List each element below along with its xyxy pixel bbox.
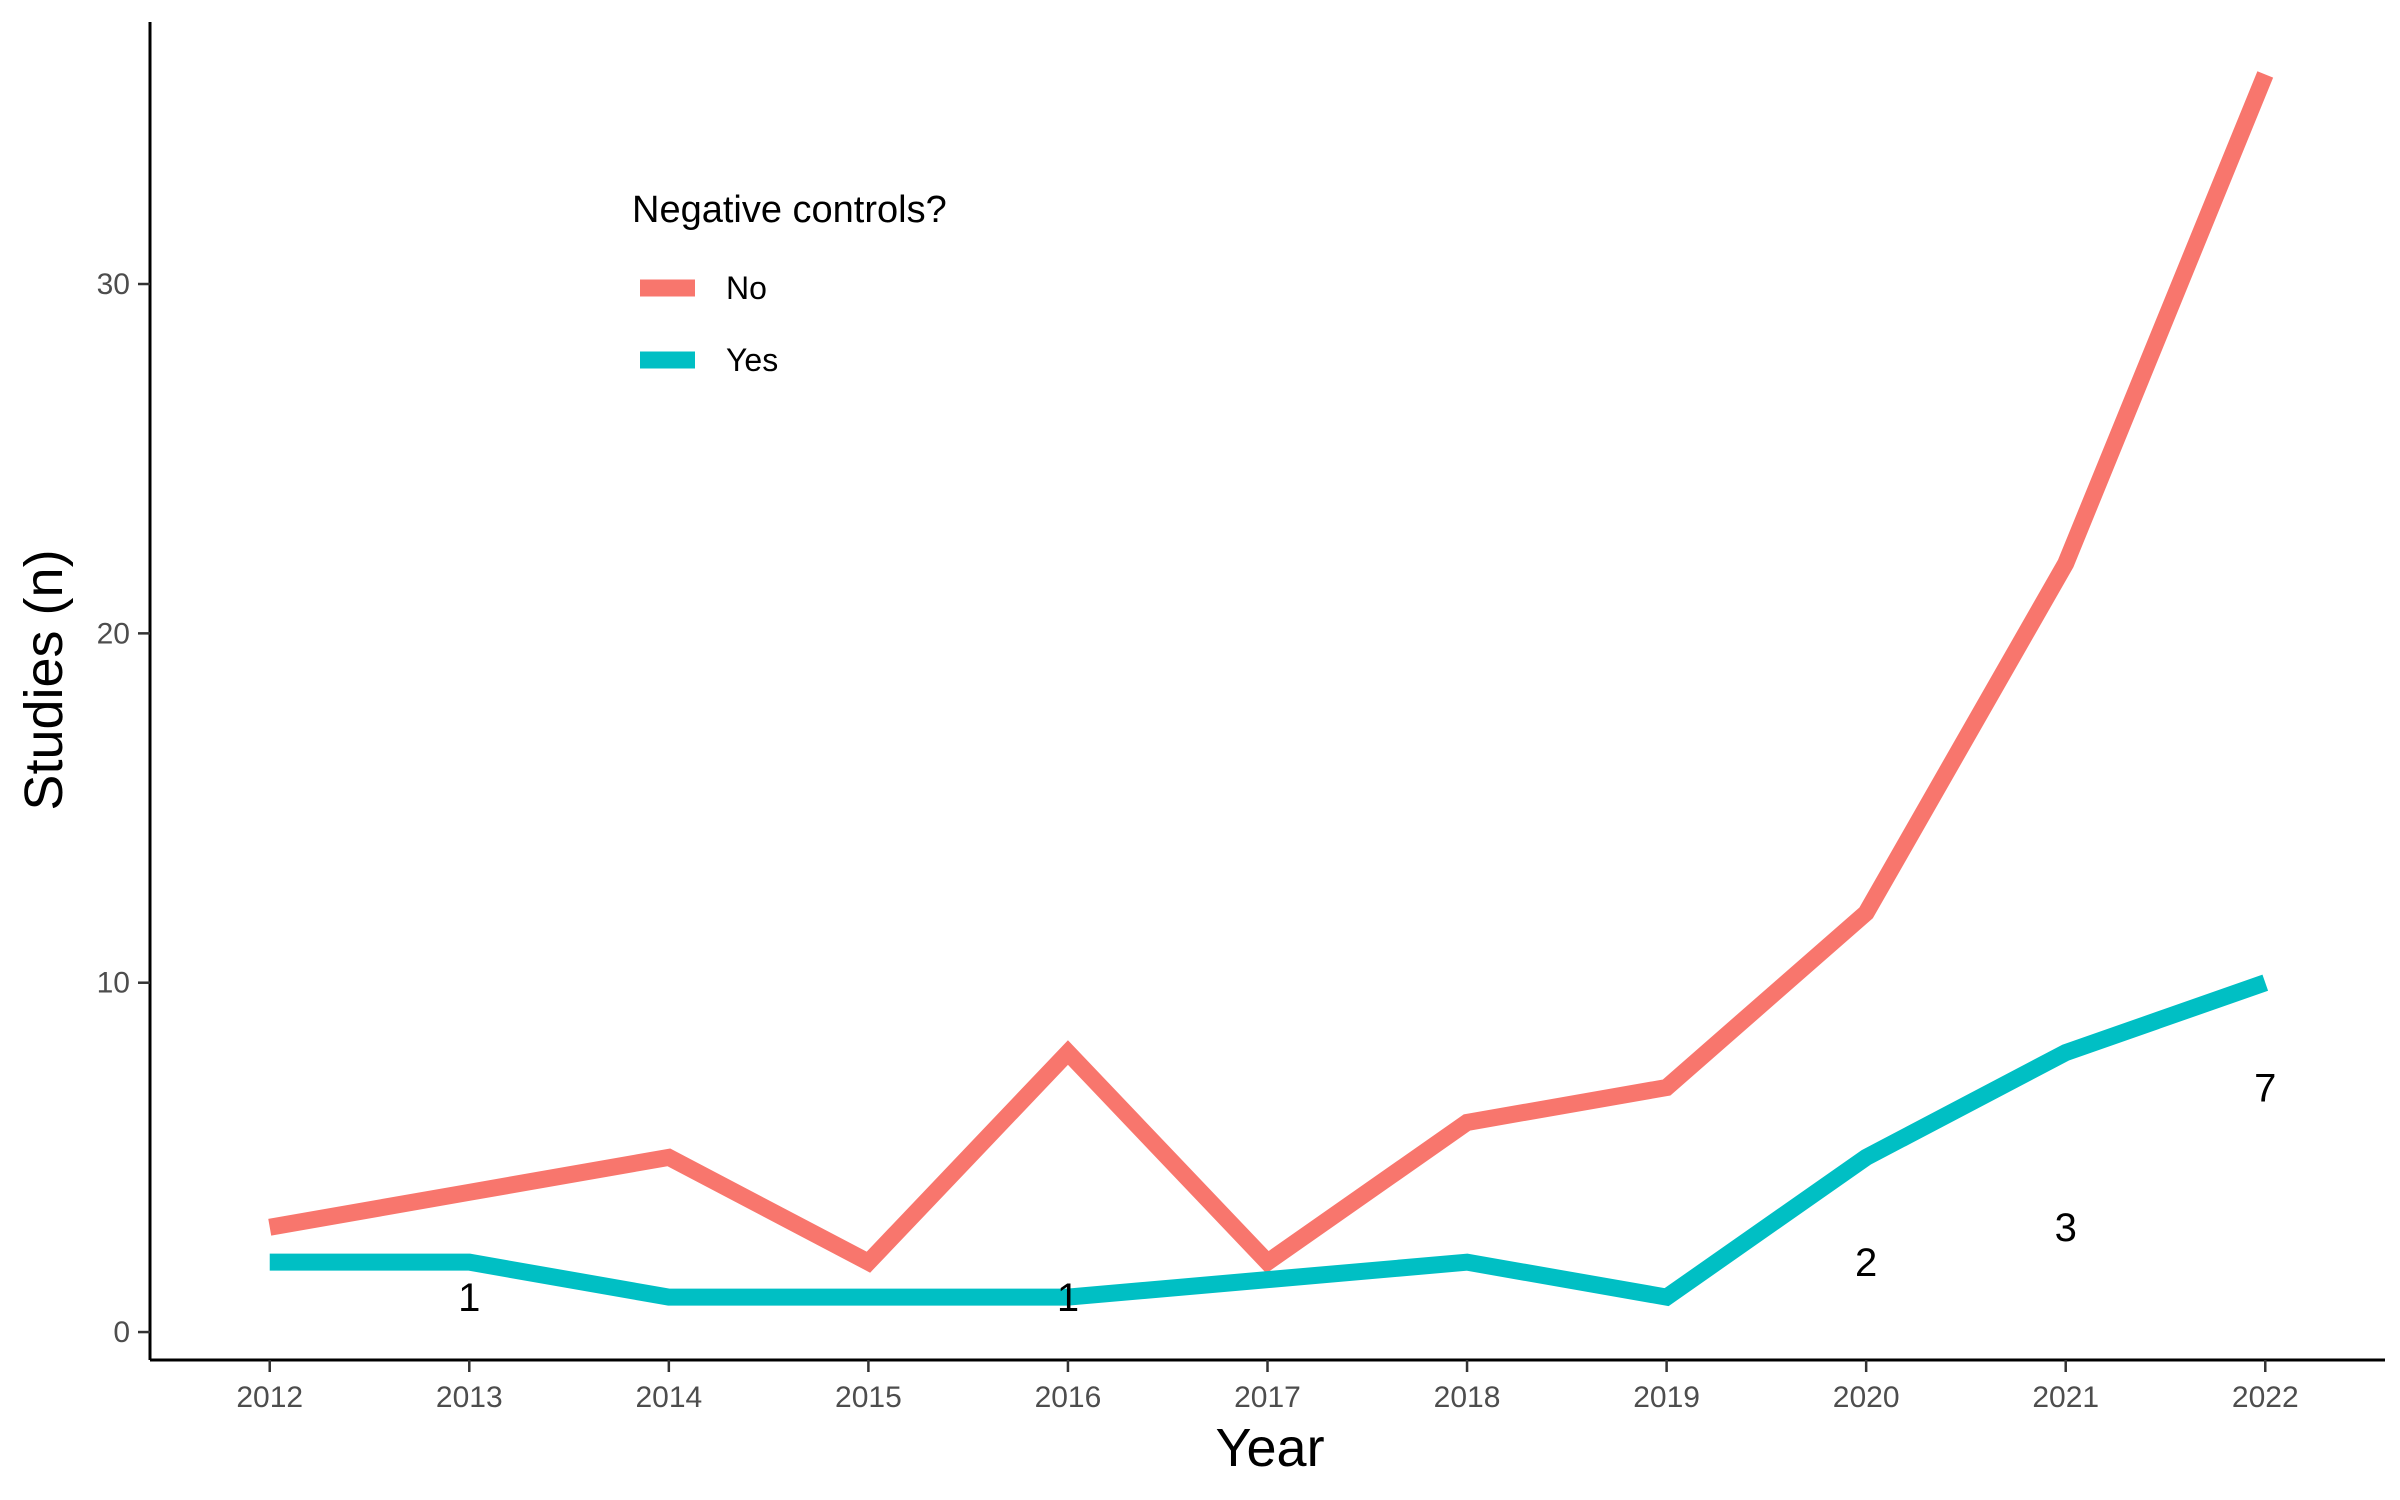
legend-title: Negative controls? [632,189,947,231]
x-tick-label: 2016 [1035,1381,1102,1414]
y-tick-label: 30 [97,268,130,301]
y-tick-label: 10 [97,967,130,1000]
x-axis: 2012 2013 2014 2015 2016 2017 2018 2019 2020 2021… [150,1358,2385,1414]
y-axis: 0 10 20 30 [97,22,152,1360]
y-axis-title: Studies (n) [14,549,74,810]
x-tick-label: 2018 [1434,1381,1501,1414]
data-label: 3 [2055,1206,2077,1250]
x-tick-label: 2019 [1633,1381,1700,1414]
series-layer [268,71,2274,1307]
x-tick-label: 2020 [1833,1381,1900,1414]
x-tick-label: 2012 [236,1381,303,1414]
legend-label: No [726,270,767,306]
annotation-layer: 1 1 2 3 7 [458,1067,2276,1321]
x-tick-label: 2017 [1234,1381,1301,1414]
y-tick-label: 20 [97,617,130,650]
y-tick-label: 0 [113,1316,130,1349]
data-label: 1 [458,1276,480,1320]
x-tick-label: 2014 [635,1381,702,1414]
data-label: 7 [2254,1067,2276,1111]
series-line-no [268,71,2274,1274]
x-tick-label: 2021 [2032,1381,2099,1414]
x-tick-label: 2022 [2232,1381,2299,1414]
series-line-yes [269,974,2269,1307]
x-tick-label: 2013 [436,1381,503,1414]
data-label: 2 [1855,1241,1877,1285]
data-label: 1 [1057,1276,1079,1320]
x-axis-title: Year [1215,1418,1324,1478]
x-tick-label: 2015 [835,1381,902,1414]
legend: Negative controls? No Yes [632,189,947,378]
legend-label: Yes [726,342,778,378]
